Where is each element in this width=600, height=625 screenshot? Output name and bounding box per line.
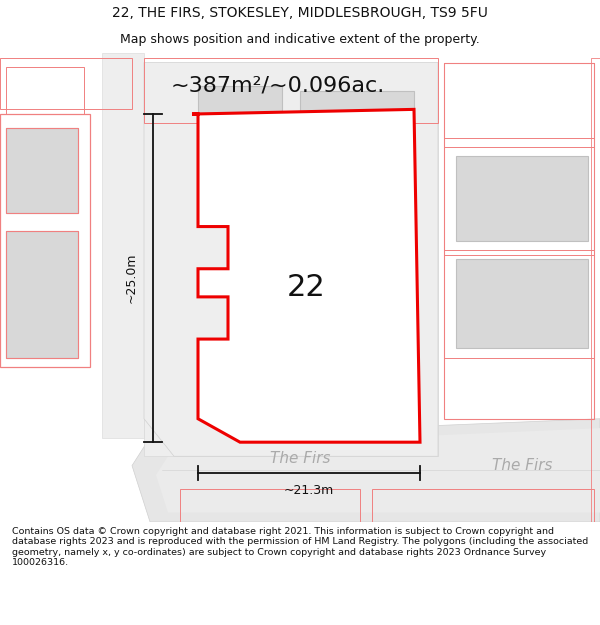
Bar (456, 156, 588, 241)
Text: The Firs: The Firs (492, 458, 552, 473)
Text: ~387m²/~0.096ac.: ~387m²/~0.096ac. (171, 76, 385, 96)
Bar (6, 231, 78, 358)
Bar (300, 91, 414, 184)
Bar (102, 53, 144, 438)
Polygon shape (192, 109, 420, 442)
Text: 22, THE FIRS, STOKESLEY, MIDDLESBROUGH, TS9 5FU: 22, THE FIRS, STOKESLEY, MIDDLESBROUGH, … (112, 6, 488, 20)
Polygon shape (132, 419, 600, 522)
Bar (198, 86, 282, 166)
Bar (6, 128, 78, 213)
Text: Map shows position and indicative extent of the property.: Map shows position and indicative extent… (120, 33, 480, 46)
Polygon shape (156, 428, 600, 512)
Text: The Firs: The Firs (270, 451, 330, 466)
Polygon shape (144, 62, 438, 456)
Text: ~25.0m: ~25.0m (125, 253, 138, 303)
Text: ~21.3m: ~21.3m (284, 484, 334, 498)
Text: Contains OS data © Crown copyright and database right 2021. This information is : Contains OS data © Crown copyright and d… (12, 527, 588, 567)
Polygon shape (144, 62, 438, 456)
Bar (456, 259, 588, 349)
Bar (300, 203, 414, 297)
Text: 22: 22 (287, 273, 325, 302)
